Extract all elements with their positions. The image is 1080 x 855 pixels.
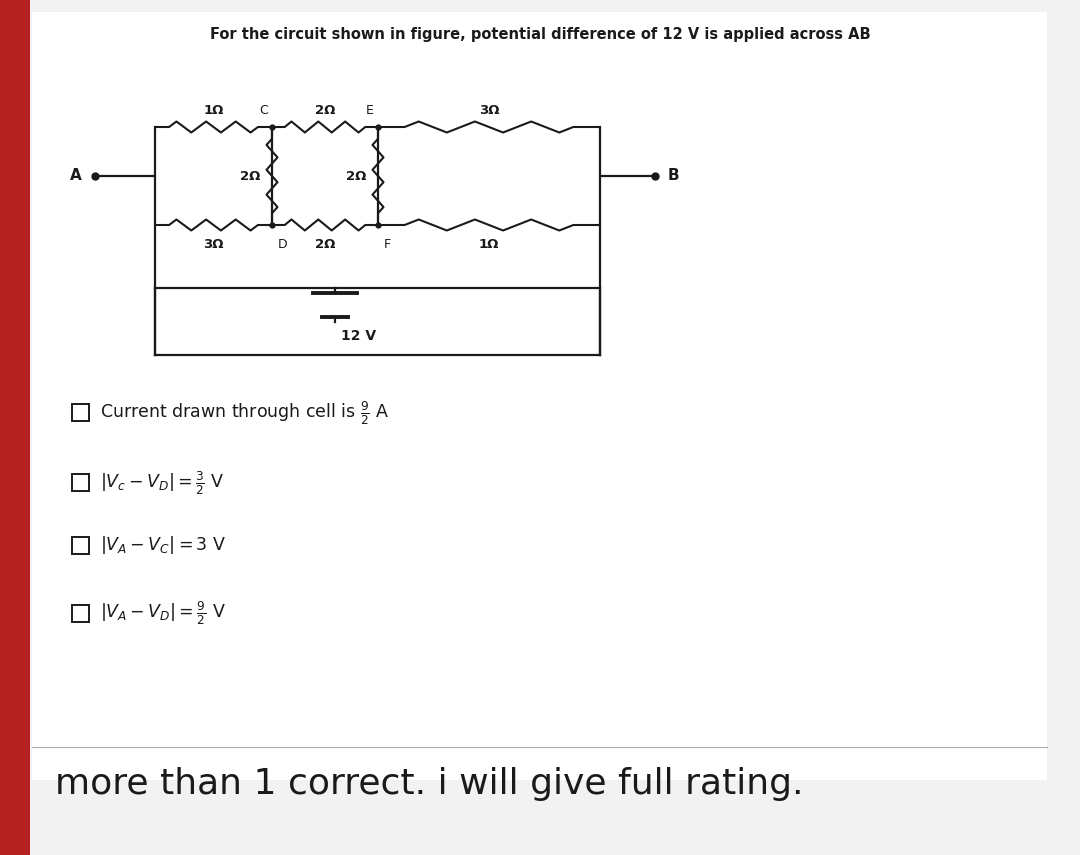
Text: $|V_A - V_C| = 3$ V: $|V_A - V_C| = 3$ V	[100, 534, 227, 556]
Text: F: F	[384, 238, 391, 251]
Text: For the circuit shown in figure, potential difference of 12 V is applied across : For the circuit shown in figure, potenti…	[210, 27, 870, 42]
Text: 2Ω: 2Ω	[240, 169, 260, 182]
Text: 2Ω: 2Ω	[314, 238, 335, 251]
Bar	[0, 0, 30, 855]
Text: more than 1 correct. i will give full rating.: more than 1 correct. i will give full ra…	[55, 767, 804, 801]
Text: 2Ω: 2Ω	[314, 104, 335, 117]
Bar	[72, 475, 89, 492]
Text: $|V_c - V_D| = \frac{3}{2}$ V: $|V_c - V_D| = \frac{3}{2}$ V	[100, 469, 225, 497]
Text: A: A	[70, 168, 82, 184]
Bar	[72, 604, 89, 622]
Text: Current drawn through cell is $\frac{9}{2}$ A: Current drawn through cell is $\frac{9}{…	[100, 399, 389, 427]
Text: 3Ω: 3Ω	[478, 104, 499, 117]
Text: 1Ω: 1Ω	[203, 104, 224, 117]
Text: C: C	[259, 104, 268, 117]
Text: B: B	[669, 168, 679, 184]
Text: 3Ω: 3Ω	[203, 238, 224, 251]
Text: 12 V: 12 V	[341, 329, 376, 343]
Text: 2Ω: 2Ω	[346, 169, 366, 182]
Text: $|V_A - V_D| = \frac{9}{2}$ V: $|V_A - V_D| = \frac{9}{2}$ V	[100, 599, 226, 627]
Text: 1Ω: 1Ω	[478, 238, 499, 251]
Bar	[72, 536, 89, 553]
Text: E: E	[366, 104, 374, 117]
Text: D: D	[278, 238, 287, 251]
Bar	[32, 12, 1047, 780]
Bar	[72, 404, 89, 422]
